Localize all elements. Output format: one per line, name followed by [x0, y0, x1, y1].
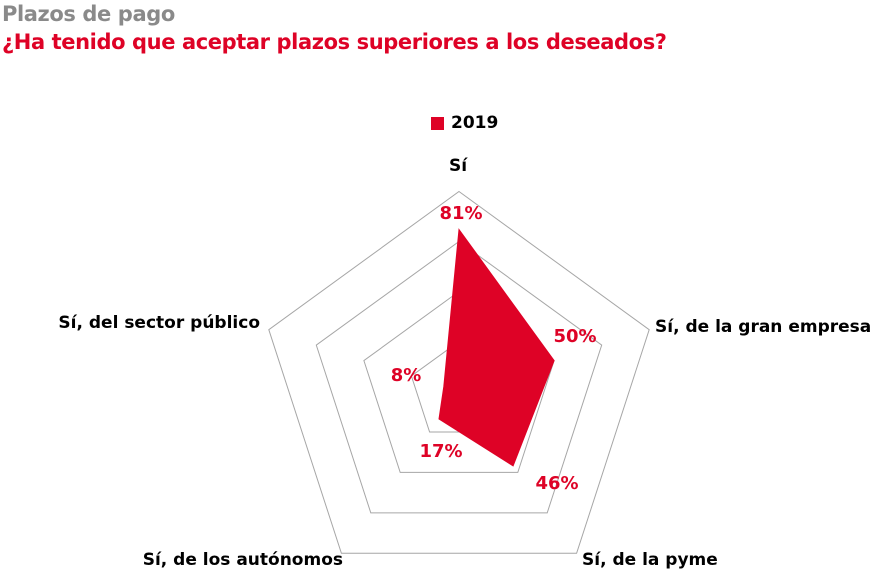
- legend-label-2019: 2019: [451, 113, 499, 133]
- axis-label-pyme: Sí, de la pyme: [582, 550, 718, 570]
- axis-label-gran-empresa: Sí, de la gran empresa: [655, 317, 872, 337]
- value-label-si: 81%: [439, 203, 483, 224]
- value-label-gran-empresa: 50%: [553, 326, 597, 347]
- value-label-pyme: 46%: [535, 473, 579, 494]
- value-label-sector-publico: 8%: [390, 365, 422, 386]
- radar-series: [438, 228, 555, 467]
- axis-label-si: Sí: [448, 156, 468, 176]
- grid-ring-100: [268, 190, 650, 554]
- legend-swatch-2019: [431, 117, 444, 130]
- grid-ring-75: [315, 240, 603, 514]
- chart-title: ¿Ha tenido que aceptar plazos superiores…: [2, 30, 667, 54]
- legend: 2019: [431, 115, 498, 132]
- value-label-autonomos: 17%: [419, 441, 463, 462]
- chart-kicker: Plazos de pago: [2, 2, 175, 26]
- series-polygon-2019: [438, 228, 555, 467]
- axis-label-autonomos: Sí, de los autónomos: [142, 550, 343, 570]
- axis-label-sector-publico: Sí, del sector público: [58, 313, 260, 333]
